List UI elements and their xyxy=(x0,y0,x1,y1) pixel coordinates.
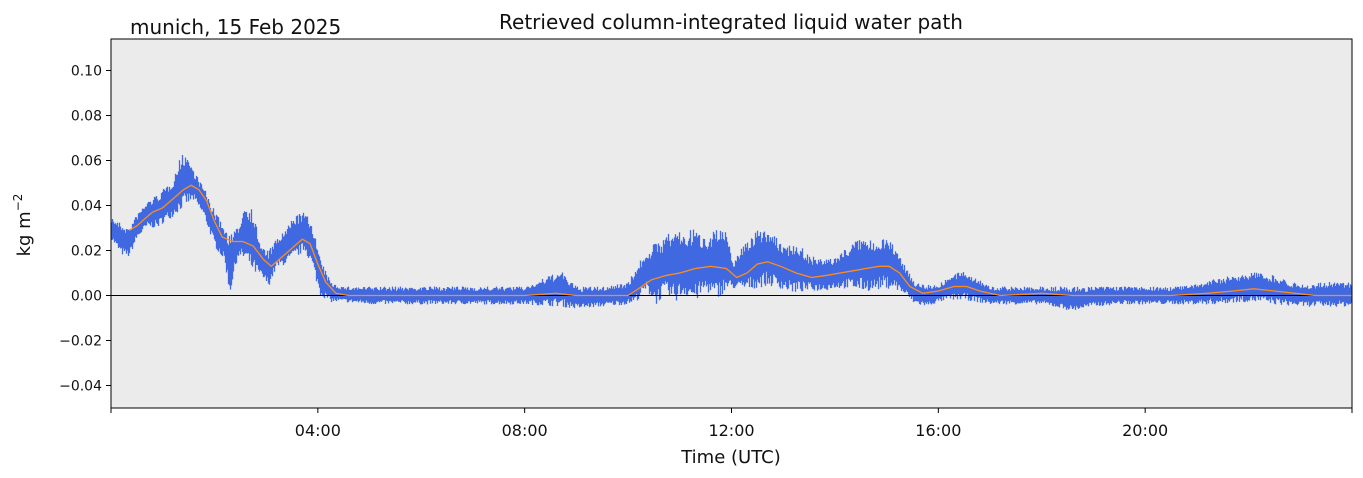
y-tick-label: 0.04 xyxy=(71,199,102,215)
x-axis-label: Time (UTC) xyxy=(680,447,781,468)
y-tick-label: 0.00 xyxy=(71,289,102,305)
x-tick-label: 16:00 xyxy=(915,421,961,440)
smoothed-line-series xyxy=(128,184,1352,297)
x-tick-label: 08:00 xyxy=(502,421,548,440)
y-axis-label: kg m−2 xyxy=(11,194,35,257)
plot-area xyxy=(111,39,1352,408)
y-tick-label: 0.02 xyxy=(71,244,102,260)
y-tick-label: 0.08 xyxy=(71,109,102,125)
y-axis-label-exponent: −2 xyxy=(11,194,25,212)
x-tick-label: 12:00 xyxy=(708,421,754,440)
y-axis-label-base: kg m xyxy=(14,211,35,256)
chart-title: Retrieved column-integrated liquid water… xyxy=(499,10,963,34)
scatter-series xyxy=(110,155,1353,310)
x-tick-label: 04:00 xyxy=(295,421,341,440)
x-axis: 04:00 08:00 12:00 16:00 20:00 xyxy=(110,408,1353,440)
x-tick-label: 20:00 xyxy=(1122,421,1168,440)
location-date-label: munich, 15 Feb 2025 xyxy=(130,15,341,39)
y-tick-label: −0.02 xyxy=(59,334,102,350)
y-tick-label: 0.06 xyxy=(71,154,102,170)
y-tick-label: −0.04 xyxy=(59,379,102,395)
y-axis: −0.04 −0.02 0.00 0.02 0.04 0.06 0.08 0.10 xyxy=(59,64,111,395)
y-tick-label: 0.10 xyxy=(71,64,102,80)
